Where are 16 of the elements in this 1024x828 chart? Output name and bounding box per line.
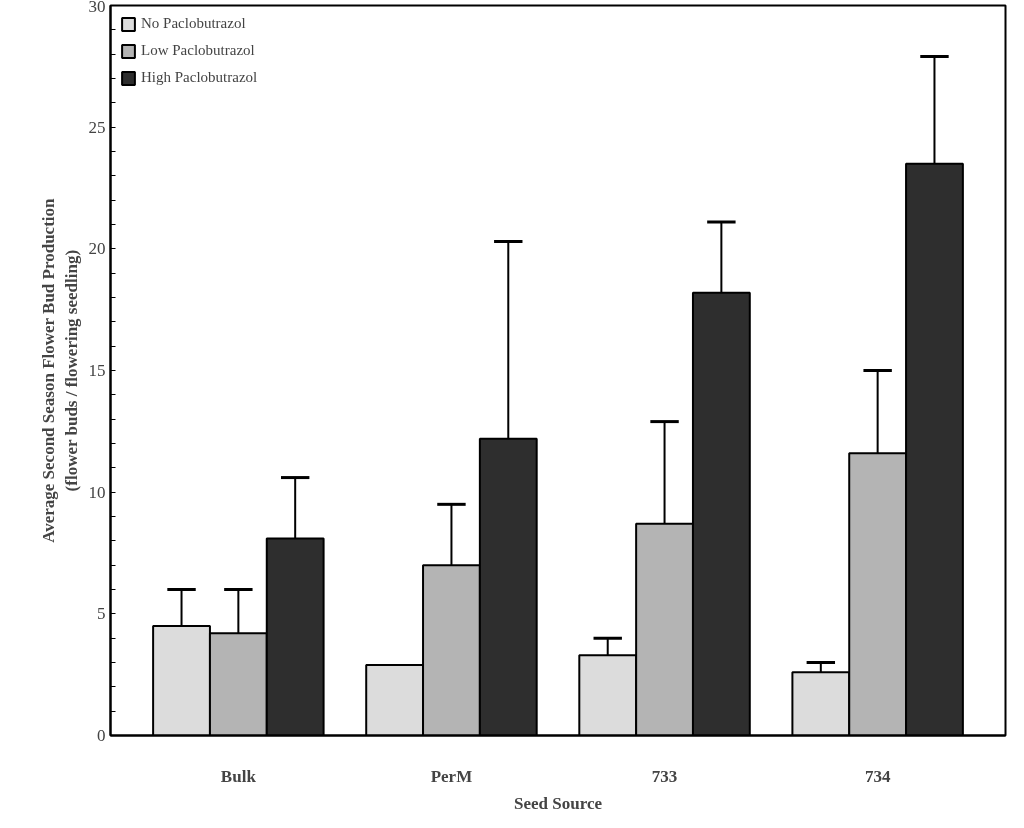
- y-tick-label: 0: [97, 726, 106, 745]
- legend-label: No Paclobutrazol: [141, 15, 246, 32]
- y-tick-label: 10: [88, 482, 106, 502]
- x-axis-title: Seed Source: [514, 793, 603, 813]
- x-tick-label: Bulk: [220, 766, 257, 786]
- x-tick-label: 733: [651, 766, 678, 786]
- y-axis-title: Average Second Season Flower Bud Production (flower buds / flowering seedling): [38, 197, 81, 543]
- y-tick-label: 25: [88, 117, 106, 137]
- x-tick-label: PerM: [430, 766, 473, 786]
- legend-label: Low Paclobutrazol: [141, 42, 255, 59]
- y-tick-label: 15: [88, 361, 106, 380]
- y-tick-label: 30: [88, 0, 106, 16]
- x-tick-label: 734: [864, 766, 891, 786]
- y-tick-label: 20: [88, 239, 106, 259]
- legend-label: High Paclobutrazol: [141, 69, 258, 86]
- y-tick-label: 5: [97, 604, 106, 624]
